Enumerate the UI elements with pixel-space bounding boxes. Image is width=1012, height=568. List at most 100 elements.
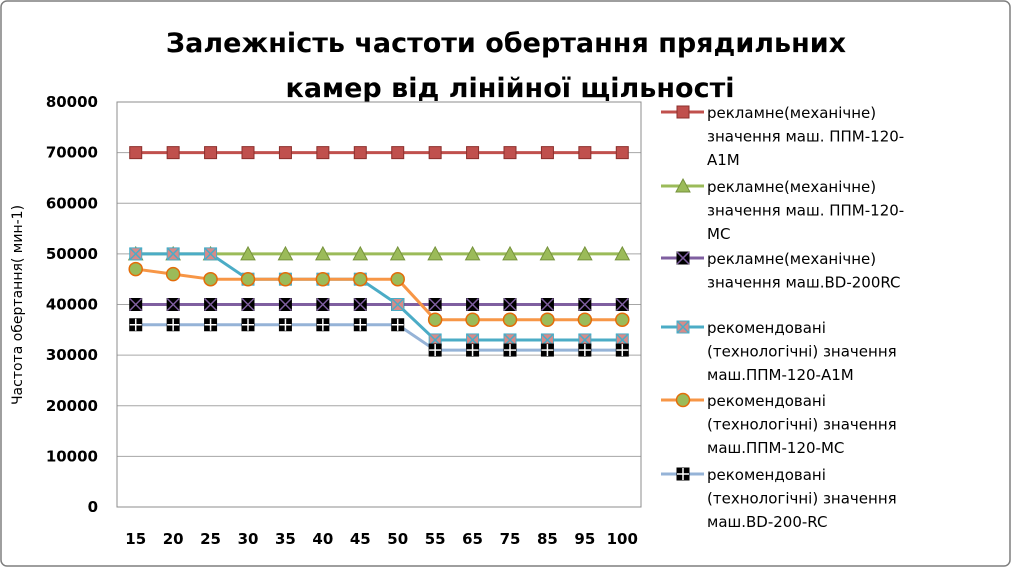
- data-point: [465, 312, 480, 327]
- data-point: [615, 297, 629, 312]
- legend-label: (технологічні) значення: [707, 490, 897, 508]
- data-point: [391, 297, 405, 312]
- marker-circle: [128, 261, 143, 277]
- data-point: [577, 312, 593, 327]
- marker-cross: [166, 297, 180, 312]
- marker-circle: [353, 271, 368, 287]
- x-tick-label: 40: [312, 530, 333, 548]
- data-point: [540, 343, 554, 357]
- data-point: [353, 146, 367, 160]
- marker-square: [676, 105, 690, 119]
- x-tick-label: 30: [238, 530, 259, 548]
- marker-circle: [465, 312, 480, 327]
- data-point: [614, 245, 631, 261]
- series: [127, 146, 631, 357]
- data-point: [503, 343, 517, 357]
- chart-title: Залежність частоти обертання прядильних к…: [166, 28, 846, 104]
- marker-circle: [502, 312, 518, 327]
- y-tick-label: 20000: [46, 397, 98, 415]
- legend-label: маш.ППМ-120-МС: [707, 439, 844, 457]
- marker-circle: [675, 392, 691, 408]
- data-point: [464, 245, 481, 261]
- legend-label: (технологічні) значення: [707, 343, 897, 361]
- data-point: [316, 146, 330, 160]
- marker-triangle: [240, 245, 256, 261]
- data-point: [129, 297, 143, 312]
- marker-cross: [676, 320, 690, 334]
- marker-square: [615, 146, 629, 160]
- data-point: [578, 297, 592, 312]
- legend-label: рекомендовані: [707, 392, 826, 410]
- legend-label: значення маш. ППМ-120-: [707, 128, 904, 146]
- data-point: [129, 247, 143, 261]
- x-tick-label: 45: [350, 530, 371, 548]
- legend-item: рекомендовані (технологічні) значення маш.…: [661, 319, 897, 384]
- data-point: [278, 297, 292, 312]
- marker-cross: [353, 297, 367, 312]
- marker-cross: [615, 297, 629, 312]
- data-point: [428, 297, 442, 312]
- marker-circle: [203, 271, 218, 287]
- data-point: [427, 312, 443, 327]
- y-tick-label: 30000: [46, 346, 98, 364]
- chart-title-line: Залежність частоти обертання прядильних: [166, 28, 846, 59]
- marker-triangle: [277, 245, 294, 261]
- marker-cross: [129, 247, 143, 261]
- plot-area: [116, 101, 642, 508]
- y-tick-label: 0: [88, 498, 98, 516]
- data-point: [539, 245, 556, 261]
- data-point: [316, 297, 330, 312]
- data-point: [166, 247, 180, 261]
- data-point: [204, 297, 218, 312]
- data-point: [204, 146, 218, 160]
- marker-circle: [240, 271, 256, 287]
- data-point: [241, 297, 255, 312]
- data-point: [389, 245, 406, 261]
- data-point: [577, 245, 593, 261]
- data-point: [204, 247, 218, 261]
- data-point: [166, 297, 180, 312]
- data-point: [390, 271, 405, 287]
- data-point: [241, 146, 255, 160]
- data-point: [615, 312, 630, 327]
- marker-triangle: [464, 245, 481, 261]
- chart-title-line: камер від лінійної щільності: [286, 73, 735, 104]
- y-tick-label: 60000: [46, 194, 98, 212]
- marker-triangle: [502, 245, 518, 261]
- marker-cross: [676, 251, 690, 265]
- legend-label: рекламне(механічне): [707, 178, 876, 196]
- x-tick-label: 85: [537, 530, 558, 548]
- data-point: [353, 297, 367, 312]
- x-tick-label: 15: [125, 530, 146, 548]
- x-tick-label: 55: [425, 530, 446, 548]
- legend-item: рекламне(механічне) значення маш. ППМ-120…: [661, 177, 904, 243]
- x-tick-label: 65: [462, 530, 483, 548]
- marker-circle: [390, 271, 405, 287]
- y-axis-label: Частота обертання( мин-1): [10, 205, 26, 405]
- legend-marker: [675, 392, 691, 408]
- marker-cross: [503, 297, 517, 312]
- marker-square: [503, 146, 517, 160]
- data-point: [166, 146, 180, 160]
- data-point: [278, 271, 293, 287]
- marker-square: [540, 146, 554, 160]
- marker-square: [129, 146, 143, 160]
- legend-label: рекламне(механічне): [707, 250, 876, 268]
- marker-circle: [315, 271, 331, 287]
- marker-triangle: [352, 245, 369, 261]
- data-point: [128, 261, 143, 277]
- data-point: [278, 146, 292, 160]
- x-tick-label: 95: [574, 530, 595, 548]
- data-point: [278, 318, 292, 332]
- data-point: [277, 245, 294, 261]
- data-point: [466, 343, 480, 357]
- marker-triangle: [675, 177, 691, 193]
- y-tick-label: 10000: [46, 447, 98, 465]
- marker-circle: [165, 266, 181, 282]
- data-point: [315, 271, 331, 287]
- marker-cross: [166, 247, 180, 261]
- x-tick-label: 20: [163, 530, 184, 548]
- data-point: [352, 245, 369, 261]
- marker-circle: [615, 312, 630, 327]
